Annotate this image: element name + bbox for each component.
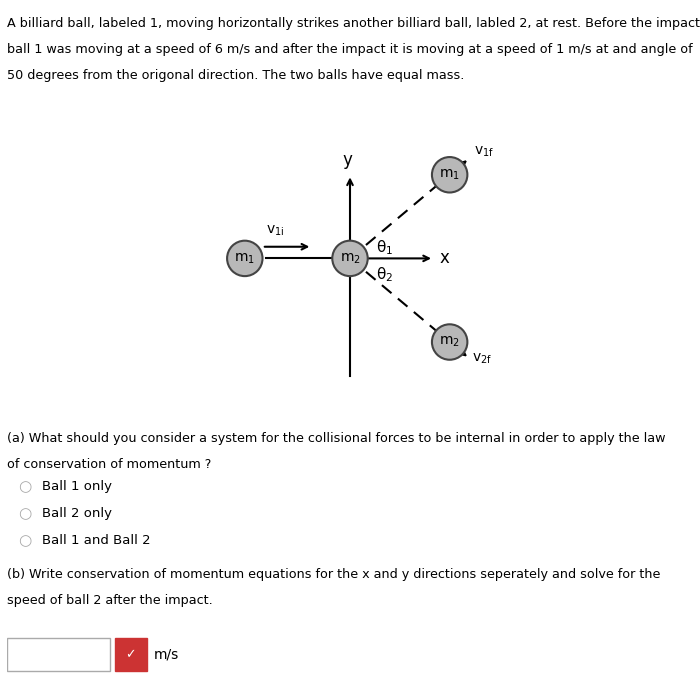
Text: x: x (440, 250, 449, 267)
Text: Ball 1 and Ball 2: Ball 1 and Ball 2 (42, 534, 150, 547)
Text: $\mathregular{\theta_2}$: $\mathregular{\theta_2}$ (376, 265, 393, 284)
Circle shape (227, 241, 262, 276)
Text: $\mathregular{v_{2f}}$: $\mathregular{v_{2f}}$ (472, 352, 492, 366)
FancyBboxPatch shape (7, 639, 110, 671)
Text: ○: ○ (18, 506, 31, 521)
Circle shape (332, 241, 368, 276)
Text: Ball 2 only: Ball 2 only (42, 507, 112, 520)
Text: $\mathregular{\theta_1}$: $\mathregular{\theta_1}$ (376, 239, 393, 258)
Text: (b) Write conservation of momentum equations for the x and y directions seperate: (b) Write conservation of momentum equat… (7, 568, 660, 581)
Text: ○: ○ (18, 533, 31, 548)
Text: ○: ○ (18, 479, 31, 494)
Text: $\mathregular{m_1}$: $\mathregular{m_1}$ (439, 167, 460, 182)
Text: of conservation of momentum ?: of conservation of momentum ? (7, 458, 211, 471)
Text: 50 degrees from the origonal direction. The two balls have equal mass.: 50 degrees from the origonal direction. … (7, 69, 464, 82)
Circle shape (432, 324, 468, 360)
Text: A billiard ball, labeled 1, moving horizontally strikes another billiard ball, l: A billiard ball, labeled 1, moving horiz… (7, 17, 700, 30)
Text: m/s: m/s (154, 647, 179, 662)
Text: speed of ball 2 after the impact.: speed of ball 2 after the impact. (7, 594, 213, 607)
Text: $\mathregular{m_1}$: $\mathregular{m_1}$ (234, 251, 255, 266)
Text: ball 1 was moving at a speed of 6 m/s and after the impact it is moving at a spe: ball 1 was moving at a speed of 6 m/s an… (7, 43, 692, 56)
Text: $\mathregular{v_{1i}}$: $\mathregular{v_{1i}}$ (266, 224, 284, 239)
Circle shape (432, 157, 468, 192)
Text: $\mathregular{m_2}$: $\mathregular{m_2}$ (439, 335, 460, 350)
Text: $\mathregular{v_{1f}}$: $\mathregular{v_{1f}}$ (474, 145, 494, 159)
FancyBboxPatch shape (115, 639, 147, 671)
Text: (a) What should you consider a system for the collisional forces to be internal : (a) What should you consider a system fo… (7, 432, 666, 445)
Text: y: y (343, 151, 353, 169)
Text: Ball 1 only: Ball 1 only (42, 479, 112, 493)
Text: ✓: ✓ (125, 648, 136, 661)
Text: $\mathregular{m_2}$: $\mathregular{m_2}$ (340, 251, 360, 266)
